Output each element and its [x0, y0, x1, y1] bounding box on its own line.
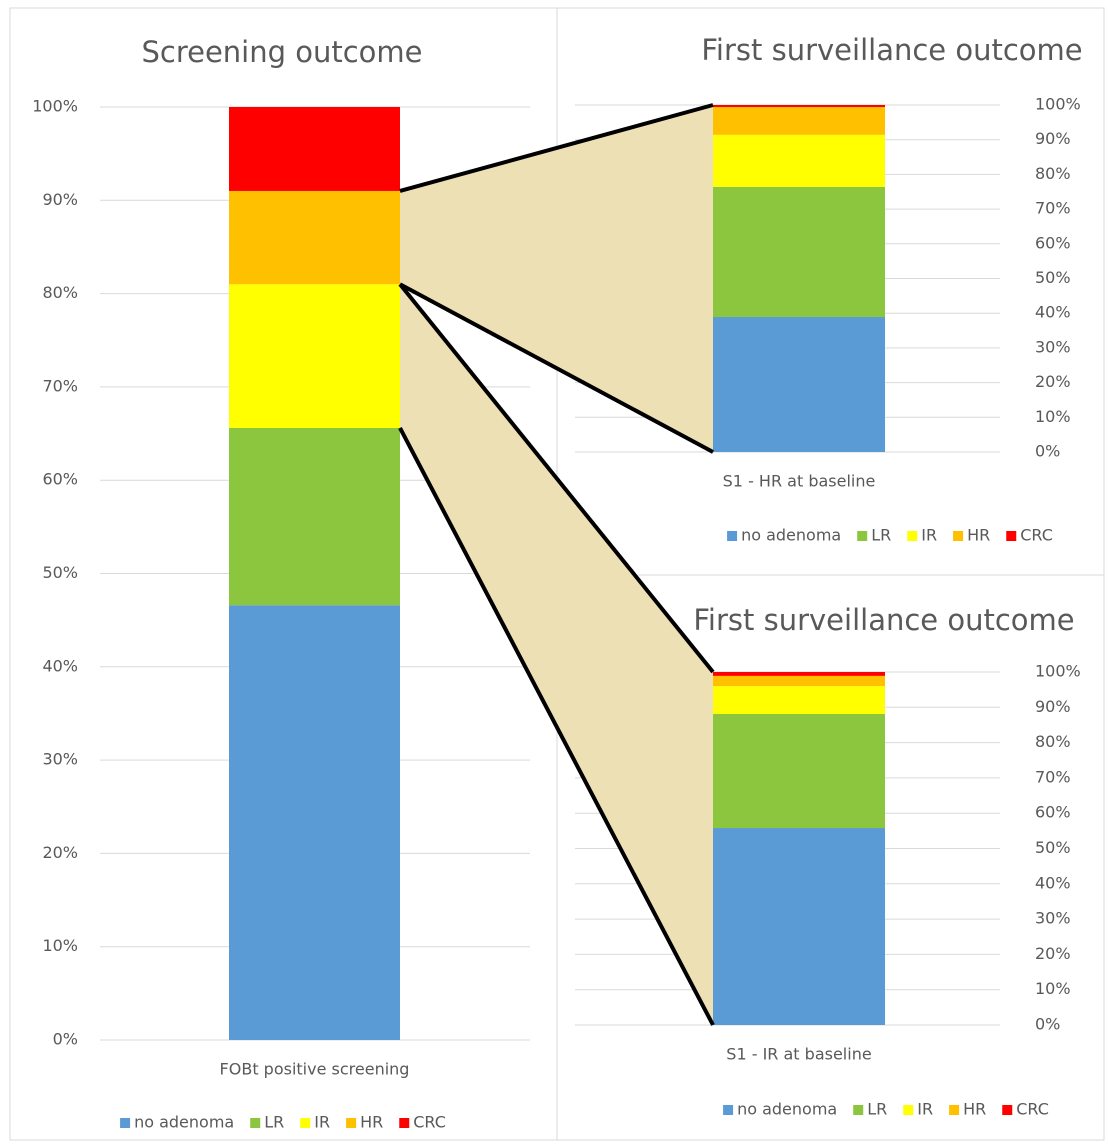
bar-segment: [713, 672, 885, 676]
y-tick-label: 60%: [1035, 803, 1071, 822]
bar-segment: [713, 186, 885, 318]
legend-label: LR: [867, 1100, 887, 1119]
y-tick-label: 40%: [1035, 873, 1071, 892]
x-tick-label: S1 - HR at baseline: [723, 472, 876, 491]
legend-swatch: [723, 1105, 734, 1115]
y-tick-label: 100%: [1035, 95, 1081, 114]
legend-label: no adenoma: [741, 526, 841, 545]
bar-segment: [713, 714, 885, 829]
connector-line: [398, 283, 715, 674]
y-tick-label: 70%: [42, 376, 78, 395]
y-tick-label: 60%: [1035, 233, 1071, 252]
legend-swatch: [1006, 531, 1017, 541]
bar-segment: [713, 675, 885, 687]
legend: no adenoma LR IR HR CRC: [723, 1100, 1049, 1119]
y-tick-label: 100%: [32, 97, 78, 116]
connector-line: [399, 282, 714, 454]
y-tick-label: 90%: [1035, 129, 1071, 148]
legend-label: HR: [360, 1113, 383, 1132]
y-tick-label: 80%: [1035, 732, 1071, 751]
chart-title: First surveillance outcome: [701, 33, 1082, 67]
y-tick-label: 30%: [1035, 337, 1071, 356]
legend-swatch: [250, 1118, 261, 1128]
y-tick-label: 90%: [1035, 697, 1071, 716]
legend-swatch: [120, 1118, 131, 1128]
legend-label: no adenoma: [134, 1113, 234, 1132]
chart-title: First surveillance outcome: [693, 603, 1074, 637]
legend-swatch: [1002, 1105, 1013, 1115]
bar-segment: [229, 605, 400, 1040]
y-tick-label: 50%: [1035, 838, 1071, 857]
connector-area: [400, 284, 713, 1025]
chart-title: Screening outcome: [141, 35, 422, 69]
legend-label: LR: [871, 526, 891, 545]
legend-label: IR: [921, 526, 937, 545]
y-tick-label: 80%: [1035, 164, 1071, 183]
legend-swatch: [949, 1105, 960, 1115]
legend-swatch: [399, 1118, 410, 1128]
y-tick-label: 20%: [1035, 944, 1071, 963]
y-tick-label: 30%: [42, 750, 78, 769]
legend-label: HR: [967, 526, 990, 545]
bar-segment: [713, 317, 885, 452]
y-tick-label: 50%: [1035, 268, 1071, 287]
legend-label: CRC: [1020, 526, 1053, 545]
bar-segment: [713, 686, 885, 715]
y-tick-label: 20%: [1035, 372, 1071, 391]
y-tick-label: 20%: [42, 843, 78, 862]
legend-label: IR: [314, 1113, 330, 1132]
panel-border: [556, 574, 1105, 1141]
connector-line: [399, 103, 714, 193]
legend-swatch: [346, 1118, 357, 1128]
legend-label: HR: [963, 1100, 986, 1119]
bar-segment: [229, 427, 400, 606]
bar-segment: [713, 107, 885, 135]
legend-swatch: [857, 531, 868, 541]
y-tick-label: 0%: [53, 1030, 78, 1049]
legend-swatch: [853, 1105, 864, 1115]
y-tick-label: 80%: [42, 283, 78, 302]
legend: no adenoma LR IR HR CRC: [120, 1113, 446, 1132]
legend-swatch: [903, 1105, 914, 1115]
connectors: [400, 105, 713, 1025]
y-tick-label: 40%: [1035, 303, 1071, 322]
y-tick-label: 10%: [42, 936, 78, 955]
connector-area: [400, 105, 713, 452]
y-tick-label: 10%: [1035, 979, 1071, 998]
legend-label: no adenoma: [737, 1100, 837, 1119]
y-tick-label: 70%: [1035, 767, 1071, 786]
bar-segment: [229, 107, 400, 191]
y-tick-label: 10%: [1035, 407, 1071, 426]
y-tick-label: 60%: [42, 470, 78, 489]
y-tick-label: 0%: [1035, 442, 1060, 461]
y-tick-label: 40%: [42, 656, 78, 675]
y-tick-label: 30%: [1035, 909, 1071, 928]
y-tick-label: 100%: [1035, 662, 1081, 681]
bar-segment: [229, 284, 400, 428]
y-tick-label: 70%: [1035, 199, 1071, 218]
connector-line: [398, 427, 715, 1026]
legend: no adenoma LR IR HR CRC: [727, 526, 1053, 545]
bar-segment: [713, 134, 885, 187]
legend-label: IR: [917, 1100, 933, 1119]
legend-swatch: [953, 531, 964, 541]
bar-segment: [713, 105, 885, 108]
bar-segment: [229, 190, 400, 285]
legend-swatch: [907, 531, 918, 541]
legend-label: CRC: [1016, 1100, 1049, 1119]
legend-label: CRC: [413, 1113, 446, 1132]
x-tick-label: FOBt positive screening: [220, 1060, 410, 1079]
y-tick-label: 90%: [42, 190, 78, 209]
bar-segment: [713, 828, 885, 1025]
y-tick-label: 50%: [42, 563, 78, 582]
y-tick-label: 0%: [1035, 1015, 1060, 1034]
legend-label: LR: [264, 1113, 284, 1132]
x-tick-label: S1 - IR at baseline: [726, 1045, 871, 1064]
legend-swatch: [727, 531, 738, 541]
legend-swatch: [300, 1118, 311, 1128]
